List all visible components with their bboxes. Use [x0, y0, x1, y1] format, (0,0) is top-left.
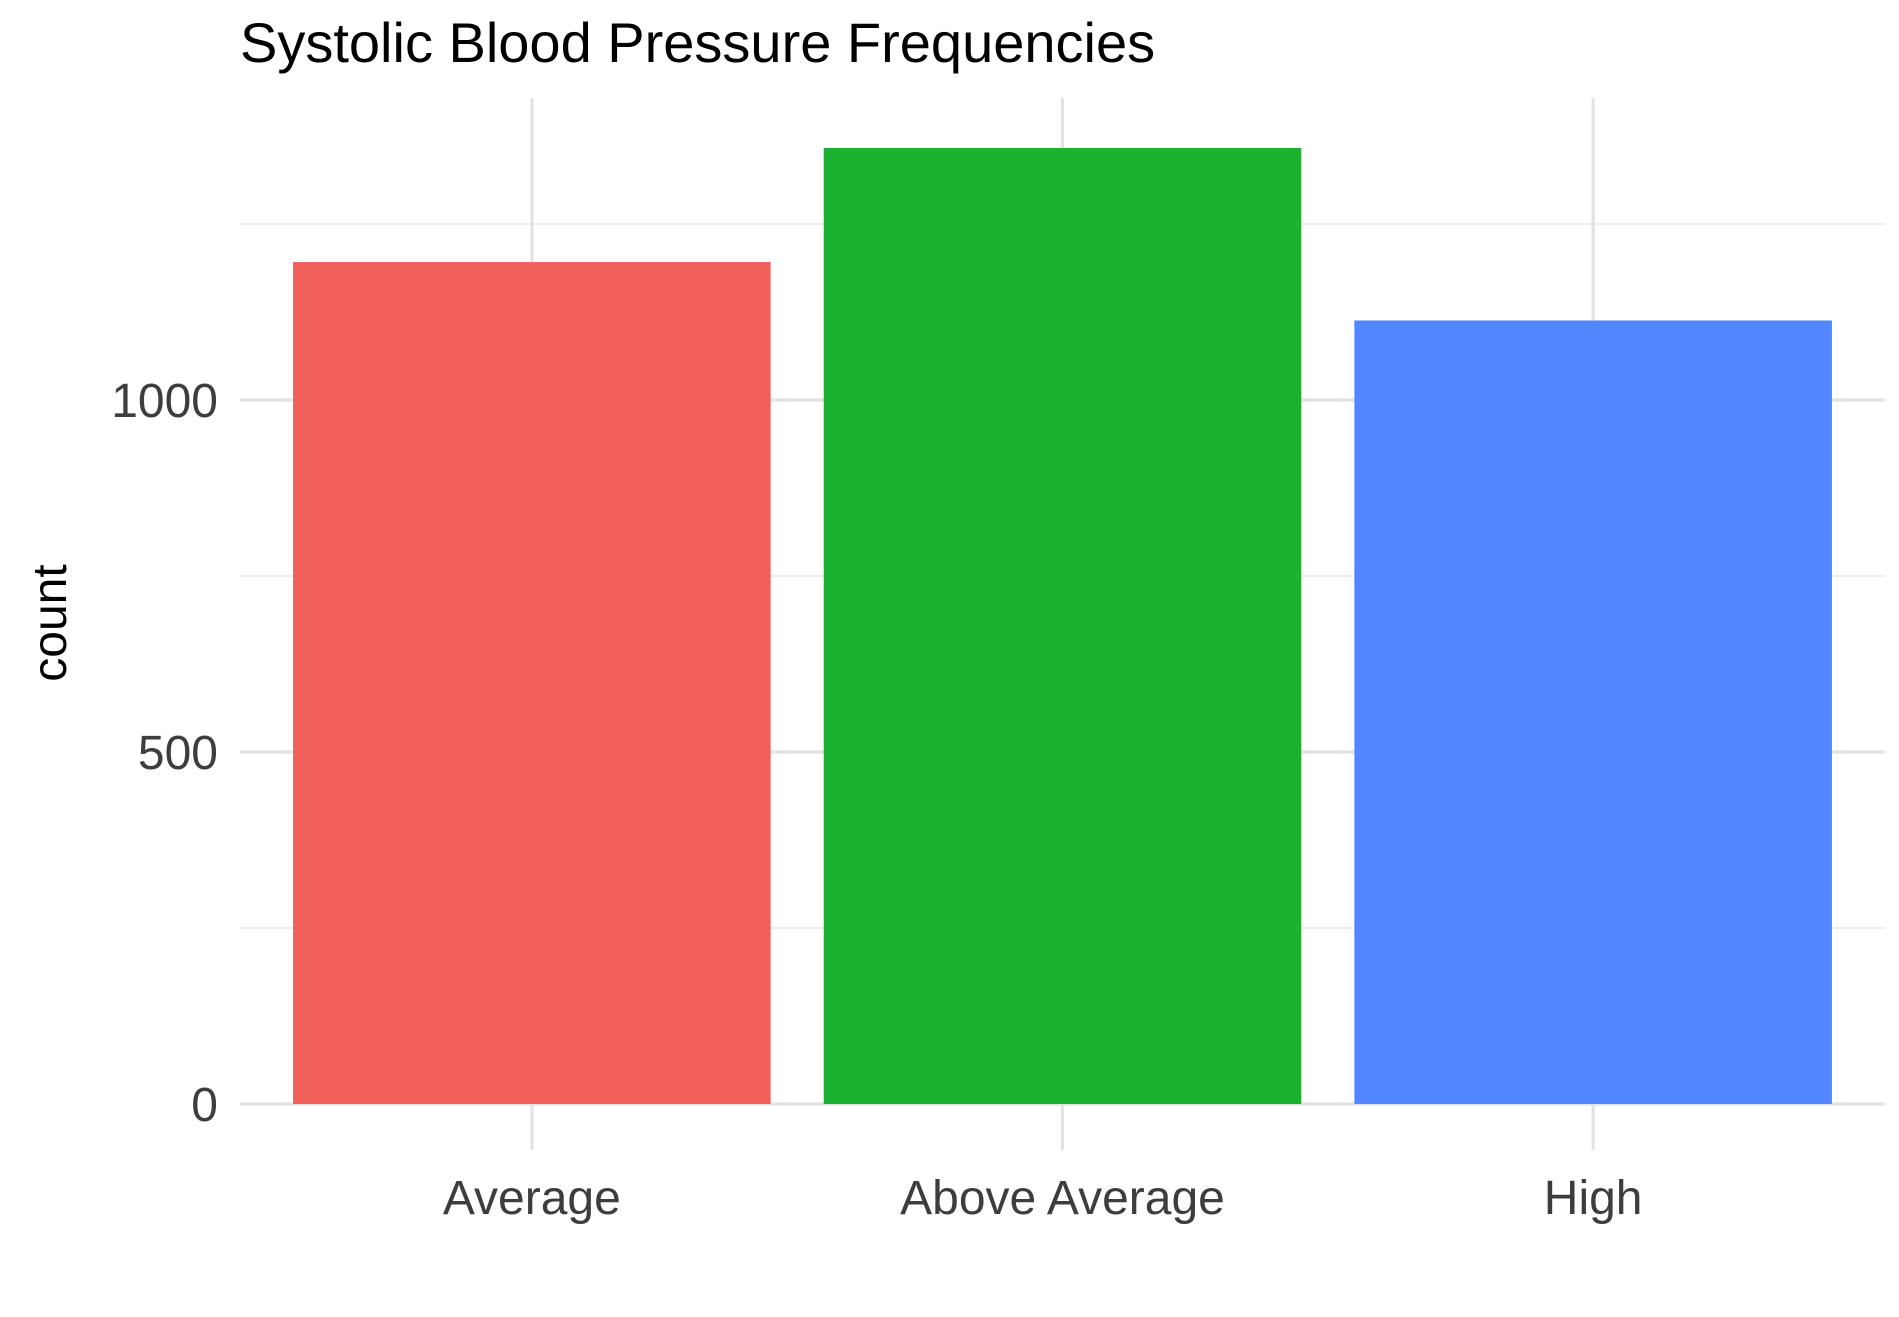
bars — [293, 148, 1832, 1104]
axes: Systolic Blood Pressure Frequencies coun… — [24, 11, 1643, 1225]
x-tick-label: Above Average — [900, 1172, 1225, 1225]
y-axis-label: count — [24, 564, 77, 681]
bar-average — [293, 262, 771, 1104]
x-tick-label: High — [1544, 1172, 1643, 1225]
x-tick-label: Average — [443, 1172, 621, 1225]
bar-above-average — [823, 148, 1302, 1104]
y-tick-label: 500 — [138, 727, 218, 780]
y-tick-label: 0 — [191, 1079, 218, 1132]
bar-high — [1354, 320, 1832, 1104]
y-tick-label: 1000 — [111, 375, 218, 428]
chart-title: Systolic Blood Pressure Frequencies — [240, 11, 1155, 74]
